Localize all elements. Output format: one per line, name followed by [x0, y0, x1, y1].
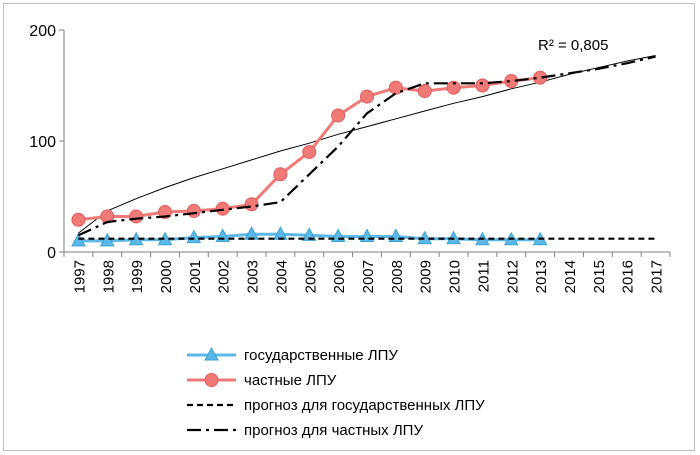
private-point [302, 145, 317, 160]
line-chart: 0 100 200 1997 1998 1999 2000 2001 2002 2003 2004 2… [29, 23, 671, 439]
x-tick-label: 2007 [360, 260, 377, 293]
legend-item: прогноз для частных ЛПУ [187, 422, 423, 439]
legend-triangle-marker [204, 346, 219, 361]
x-tick-label: 2003 [245, 260, 262, 293]
y-tick-label: 0 [47, 245, 56, 262]
private-point [129, 209, 144, 224]
x-tick-label: 2008 [389, 260, 406, 293]
y-tick-label: 100 [29, 134, 56, 151]
private-point [475, 78, 490, 93]
private-point [388, 80, 403, 95]
private-point [446, 80, 461, 95]
x-tick-label: 2001 [187, 260, 204, 293]
private-forecast-series-line [77, 55, 656, 237]
trendline [78, 55, 656, 234]
x-tick-label: 2017 [649, 260, 666, 293]
x-tick-label: 2012 [504, 260, 521, 293]
x-tick-label: 2000 [158, 260, 175, 293]
x-tick-label: 2002 [216, 260, 233, 293]
private-point [186, 203, 201, 218]
x-tick-label: 2013 [533, 260, 550, 293]
private-point [244, 197, 259, 212]
x-tick-label: 1998 [100, 260, 117, 293]
legend-label: прогноз для государственных ЛПУ [244, 397, 485, 414]
x-tick-label: 1999 [129, 260, 146, 293]
x-tick-label: 2005 [302, 260, 319, 293]
private-point [331, 108, 346, 123]
r-squared-annotation: R² = 0,805 [538, 37, 608, 54]
chart-frame: 0 100 200 1997 1998 1999 2000 2001 2002 2003 2004 2… [3, 3, 695, 451]
private-point [417, 84, 432, 99]
x-tick-label: 2014 [562, 260, 579, 293]
gov-point [99, 232, 115, 247]
x-tick-label: 2006 [331, 260, 348, 293]
x-tick-label: 2009 [418, 260, 435, 293]
private-point [360, 89, 374, 104]
legend-circle-marker [204, 373, 219, 387]
legend-label: прогноз для частных ЛПУ [244, 422, 423, 439]
legend-label: частные ЛПУ [244, 372, 337, 389]
private-point [71, 212, 86, 227]
x-tick-label: 2004 [273, 260, 290, 293]
legend-item: государственные ЛПУ [187, 346, 398, 364]
x-tick-label: 2015 [591, 260, 608, 293]
y-tick-label: 200 [29, 23, 56, 40]
x-tick-label: 2016 [620, 260, 637, 293]
gov-point [71, 232, 86, 247]
private-point [273, 167, 288, 182]
legend-label: государственные ЛПУ [244, 347, 398, 364]
x-tick-label: 2010 [447, 260, 464, 293]
x-tick-label: 1997 [71, 260, 88, 293]
legend-item: прогноз для государственных ЛПУ [187, 397, 485, 414]
legend-item: частные ЛПУ [187, 372, 337, 389]
x-tick-label: 2011 [475, 260, 492, 292]
gov-point [301, 227, 317, 241]
